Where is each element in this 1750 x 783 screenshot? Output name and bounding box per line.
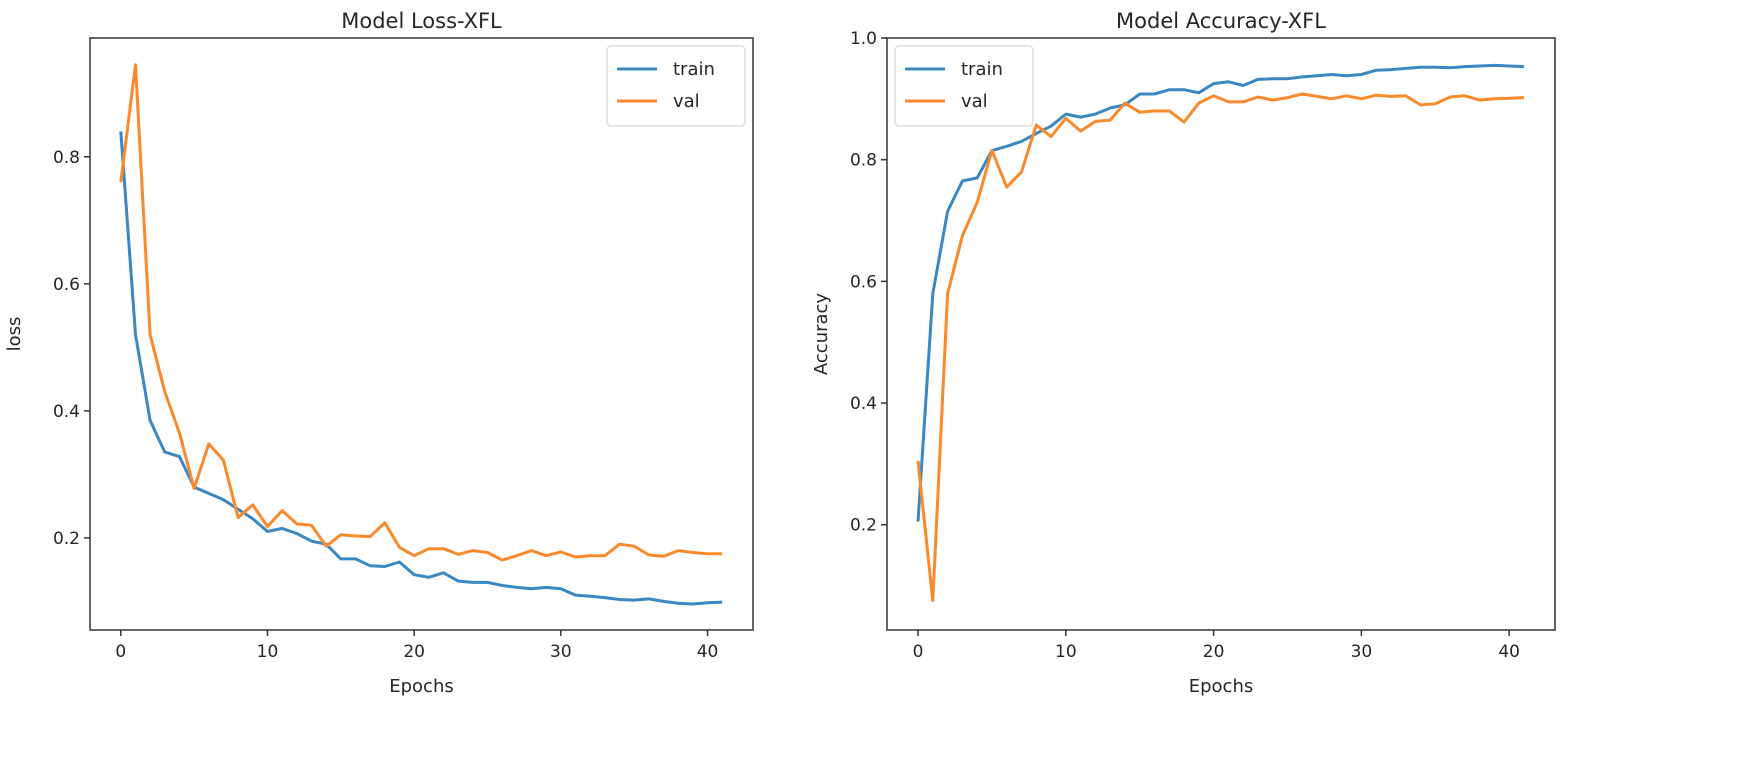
y-tick-label: 1.0 (850, 29, 877, 49)
legend-box (606, 45, 746, 127)
y-axis-label: Accuracy (811, 293, 832, 376)
legend: train val (894, 45, 1034, 127)
y-tick-label: 0.2 (850, 516, 877, 536)
series-line-train (916, 63, 1525, 522)
legend-label-val: val (961, 91, 988, 112)
chart-loss: Model Loss-XFL 0 10 20 30 40 0.2 0.4 0.6 0.8 Epoch… (4, 9, 754, 697)
chart-title: Model Accuracy-XFL (1116, 9, 1326, 33)
x-axis-label: Epochs (389, 676, 454, 697)
y-tick-label: 0.8 (53, 148, 80, 168)
x-tick-label: 0 (115, 642, 126, 662)
x-tick-label: 40 (1498, 642, 1520, 662)
y-tick-label: 0.4 (53, 402, 80, 422)
x-tick-label: 30 (550, 642, 572, 662)
chart-accuracy: Model Accuracy-XFL 0 10 20 30 40 0.2 0.4 0.6 0.8 1… (811, 9, 1556, 697)
y-tick-label: 0.8 (850, 151, 877, 171)
y-tick-label: 0.4 (850, 394, 877, 414)
y-tick-label: 0.6 (850, 272, 877, 292)
x-tick-label: 20 (1203, 642, 1225, 662)
legend-box (894, 45, 1034, 127)
x-tick-label: 20 (403, 642, 425, 662)
plot-frame (89, 37, 754, 631)
legend: train val (606, 45, 746, 127)
series-line-val (916, 92, 1525, 603)
x-tick-label: 10 (257, 642, 279, 662)
plot-frame (886, 37, 1556, 631)
series-line-train (119, 131, 723, 606)
x-tick-label: 40 (697, 642, 719, 662)
y-tick-label: 0.2 (53, 529, 80, 549)
y-axis-label: loss (4, 317, 25, 352)
x-tick-label: 0 (913, 642, 924, 662)
series-line-val (119, 63, 723, 562)
x-tick-label: 30 (1351, 642, 1373, 662)
legend-label-val: val (673, 91, 700, 112)
x-axis-label: Epochs (1189, 676, 1254, 697)
chart-title: Model Loss-XFL (341, 9, 502, 33)
y-tick-label: 0.6 (53, 275, 80, 295)
legend-label-train: train (673, 59, 715, 80)
legend-label-train: train (961, 59, 1003, 80)
x-tick-label: 10 (1055, 642, 1077, 662)
